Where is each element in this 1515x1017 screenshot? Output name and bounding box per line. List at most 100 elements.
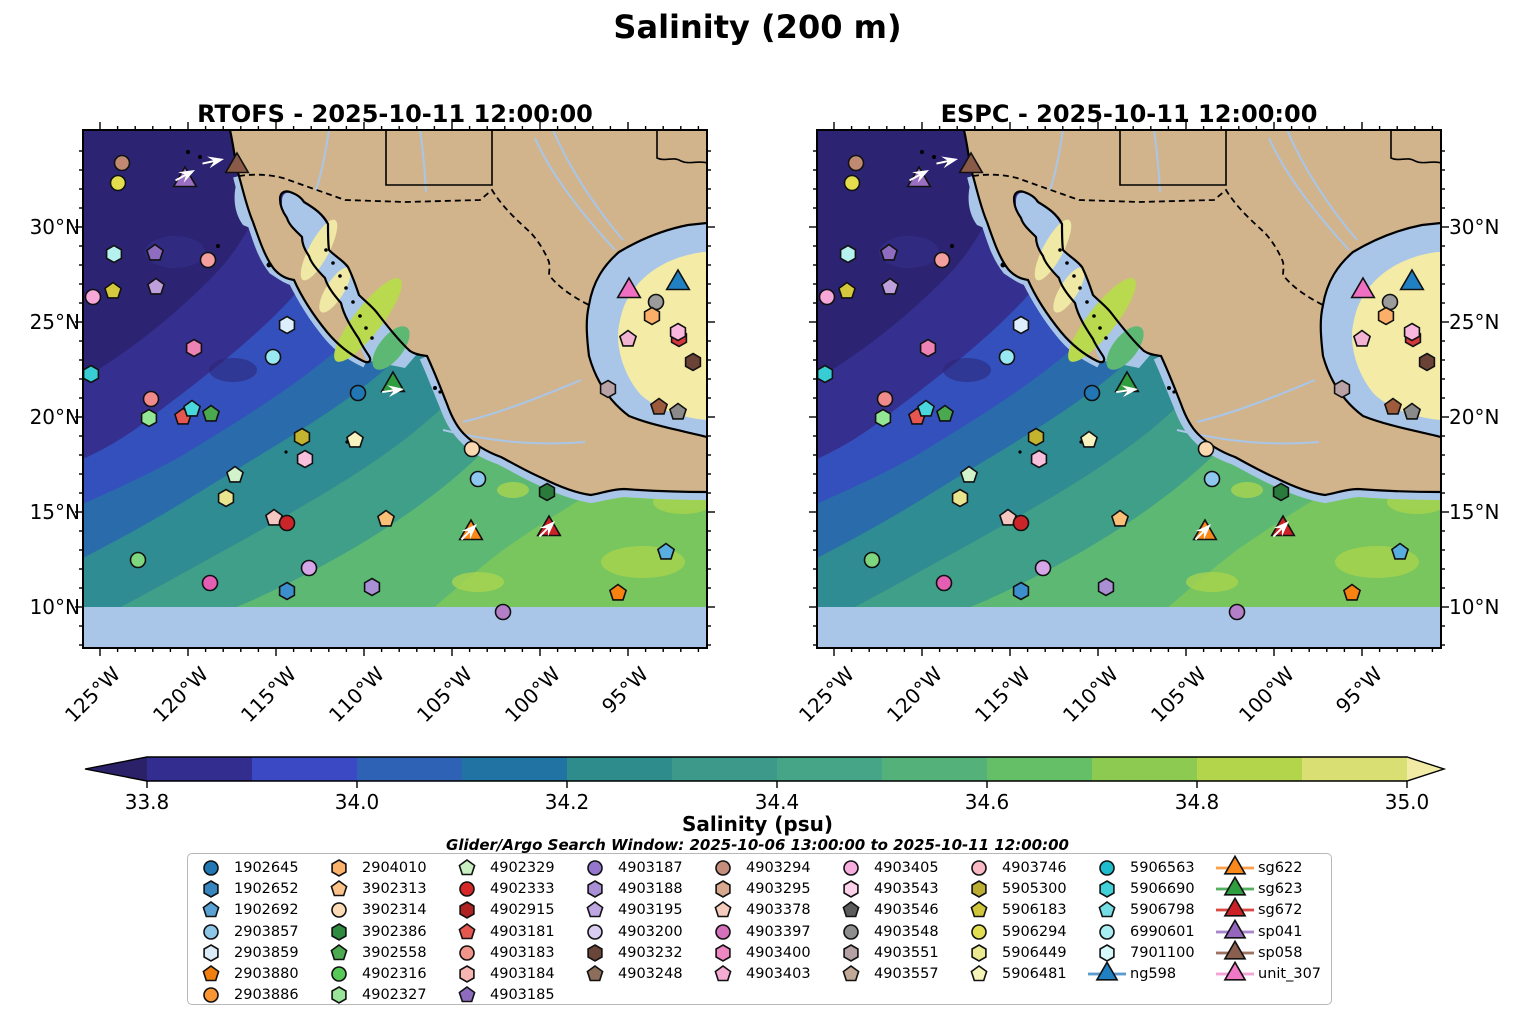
float-marker-hexagon — [951, 488, 969, 508]
glider-direction-arrow — [1272, 521, 1289, 538]
legend-item-4903746: 4903746 — [1002, 860, 1067, 876]
legend-item-4903405: 4903405 — [874, 860, 939, 876]
legend-marker-4903397 — [715, 923, 731, 940]
legend-marker-4903295 — [715, 880, 731, 899]
lat-tick-label: 30°N — [1449, 215, 1500, 239]
float-marker-circle — [1034, 559, 1052, 577]
glider-direction-arrow — [202, 156, 224, 169]
float-marker-circle — [459, 944, 475, 961]
legend-item-5906294: 5906294 — [1002, 923, 1067, 940]
float-marker-circle — [647, 293, 665, 311]
lat-tick-label: 15°N — [1449, 500, 1500, 524]
legend-item-5906481: 5906481 — [1002, 966, 1067, 982]
float-marker-circle — [463, 440, 481, 458]
float-marker-triangle — [1223, 897, 1247, 917]
legend-item-4902327: 4902327 — [362, 987, 427, 1004]
legend-marker-1902645 — [203, 860, 219, 876]
float-marker-pentagon — [970, 901, 988, 918]
legend-marker-4903200 — [587, 923, 603, 940]
float-marker-hexagon — [331, 986, 347, 1005]
legend-item-4903195: 4903195 — [618, 902, 683, 919]
float-marker-pentagon — [182, 399, 202, 417]
legend-marker-4903403 — [714, 965, 732, 982]
float-marker-circle — [199, 251, 217, 269]
float-marker-hexagon — [1099, 943, 1115, 962]
float-marker-hexagon — [1272, 482, 1290, 502]
lon-tick-label: 110°W — [1057, 662, 1123, 728]
float-marker-circle — [278, 514, 296, 532]
float-marker-hexagon — [296, 449, 314, 469]
legend-item-4903543: 4903543 — [874, 881, 939, 898]
legend-item-4902915: 4902915 — [490, 902, 555, 919]
float-marker-hexagon — [843, 943, 859, 962]
float-marker-hexagon — [331, 859, 347, 877]
float-marker-circle — [1083, 384, 1101, 402]
float-marker-hexagon — [331, 922, 347, 941]
float-marker-circle — [1381, 293, 1399, 311]
legend-marker-1902652 — [203, 880, 219, 899]
glider-direction-arrow — [382, 385, 404, 398]
float-marker-hexagon — [919, 338, 937, 358]
glider-direction-arrow — [538, 521, 555, 538]
legend-item-4903185: 4903185 — [490, 987, 555, 1004]
legend-item-2903886: 2903886 — [234, 987, 299, 1004]
float-marker-pentagon — [376, 509, 396, 527]
float-marker-hexagon — [1012, 315, 1030, 335]
float-marker-circle — [1099, 860, 1115, 876]
float-marker-pentagon — [916, 399, 936, 417]
float-marker-circle — [201, 574, 219, 592]
float-marker-circle — [109, 174, 127, 192]
legend-marker-4902329 — [458, 859, 476, 876]
float-marker-hexagon — [217, 488, 235, 508]
float-marker-pentagon — [1352, 329, 1372, 347]
float-marker-hexagon — [816, 364, 834, 384]
legend-item-unit_307: unit_307 — [1258, 966, 1322, 982]
legend-item-1902645: 1902645 — [234, 860, 299, 876]
float-marker-hexagon — [363, 577, 381, 597]
legend-marker-4903294 — [715, 860, 731, 876]
glider-direction-arrow — [1116, 385, 1138, 398]
legend-item-4903188: 4903188 — [618, 881, 683, 898]
float-marker-pentagon — [970, 965, 988, 982]
legend-marker-5906449 — [971, 943, 987, 962]
float-marker-hexagon — [971, 880, 987, 899]
lon-tick-label: 115°W — [969, 662, 1035, 728]
float-marker-circle — [971, 860, 987, 876]
float-marker-circle — [264, 348, 282, 366]
float-marker-triangle — [1223, 875, 1247, 896]
float-marker-pentagon — [837, 281, 857, 299]
legend-marker-unit_307 — [1216, 960, 1254, 981]
float-marker-triangle — [224, 151, 250, 174]
float-marker-circle — [971, 923, 987, 940]
legend-marker-2903886 — [203, 987, 219, 1003]
float-marker-hexagon — [587, 943, 603, 962]
colorbar-tick-label: 33.8 — [124, 790, 170, 814]
lat-tick-label: 15°N — [29, 500, 80, 524]
legend-item-3902558: 3902558 — [362, 944, 427, 961]
float-marker-pentagon — [714, 901, 732, 918]
float-marker-hexagon — [1027, 427, 1045, 447]
float-marker-circle — [587, 923, 603, 940]
float-marker-pentagon — [458, 922, 476, 939]
legend-item-4902333: 4902333 — [490, 881, 555, 898]
legend-marker-4903546 — [842, 901, 860, 918]
float-marker-hexagon — [1377, 306, 1395, 326]
legend-marker-4903400 — [715, 943, 731, 962]
float-markers — [816, 151, 1436, 621]
float-marker-hexagon — [715, 880, 731, 899]
legend-item-4902316: 4902316 — [362, 966, 427, 982]
glider-direction-arrow — [1194, 524, 1211, 541]
float-marker-pentagon — [202, 901, 220, 918]
float-marker-pentagon — [959, 465, 979, 483]
legend-marker-4902327 — [331, 986, 347, 1005]
float-marker-pentagon — [1390, 542, 1410, 560]
float-marker-pentagon — [668, 402, 688, 420]
float-marker-circle — [843, 174, 861, 192]
float-marker-pentagon — [935, 404, 955, 422]
legend-item-sg672: sg672 — [1258, 902, 1303, 919]
lon-tick-label: 120°W — [881, 662, 947, 728]
float-markers — [82, 151, 702, 621]
float-marker-hexagon — [82, 364, 100, 384]
legend-item-6990601: 6990601 — [1130, 923, 1195, 940]
